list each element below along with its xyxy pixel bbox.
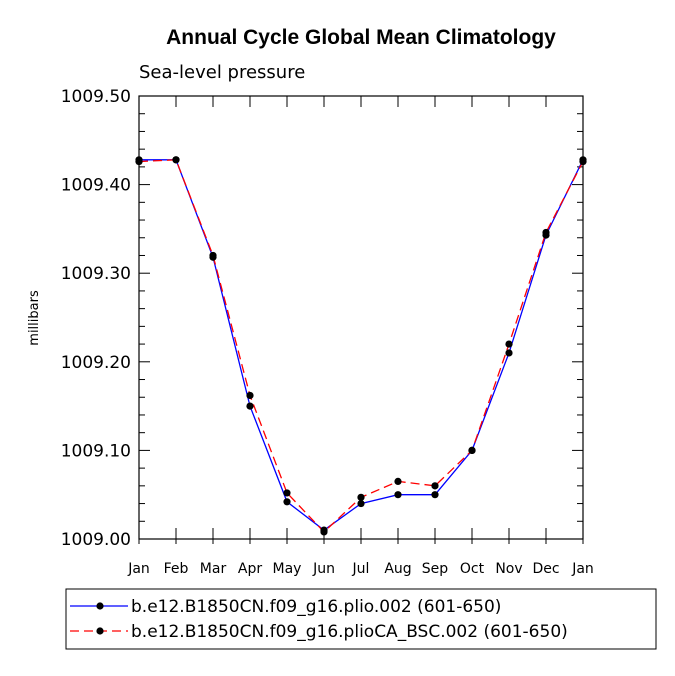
series-2-point bbox=[394, 477, 402, 486]
chart-subtitle: Sea-level pressure bbox=[139, 62, 305, 83]
legend: b.e12.B1850CN.f09_g16.plio.002 (601-650)… bbox=[65, 588, 657, 650]
legend-marker-1 bbox=[96, 602, 104, 610]
series-2-point bbox=[209, 251, 217, 260]
x-tick-label: Nov bbox=[495, 561, 522, 577]
x-tick-label: May bbox=[273, 561, 302, 577]
y-axis-label: millibars bbox=[27, 290, 42, 346]
x-tick-label: Jan bbox=[571, 561, 594, 577]
series-line-2 bbox=[138, 159, 584, 533]
series-1-point bbox=[283, 498, 291, 506]
x-tick-label: Feb bbox=[164, 561, 189, 577]
y-tick-label: 1009.50 bbox=[61, 87, 131, 107]
series-2-point bbox=[283, 489, 291, 497]
series-2-point bbox=[468, 446, 476, 454]
x-tick-labels: Jan Feb Mar Apr May Jun Jul Aug Sep Oct Nov Dec Jan bbox=[127, 561, 594, 577]
y-tick-labels: 1009.00 1009.10 1009.20 1009.30 1009.40 1009.… bbox=[61, 87, 131, 550]
series-2-point bbox=[246, 391, 254, 400]
series-2-point bbox=[357, 493, 365, 501]
series-2-point bbox=[320, 528, 328, 536]
x-tick-label: Jul bbox=[352, 561, 370, 577]
series-1-point bbox=[357, 499, 365, 508]
legend-label-2: b.e12.B1850CN.f09_g16.plioCA_BSC.002 (60… bbox=[131, 622, 568, 642]
chart-title: Annual Cycle Global Mean Climatology bbox=[166, 26, 556, 49]
y-tick-label: 1009.00 bbox=[61, 530, 131, 550]
y-tick-label: 1009.40 bbox=[61, 176, 131, 196]
y-tick-label: 1009.20 bbox=[61, 353, 131, 373]
x-tick-label: Oct bbox=[460, 561, 485, 577]
axis-ticks bbox=[138, 95, 584, 544]
x-tick-label: Mar bbox=[200, 561, 227, 577]
y-tick-label: 1009.30 bbox=[61, 264, 131, 284]
legend-box bbox=[65, 588, 657, 650]
series-1-point bbox=[431, 491, 439, 499]
y-tick-label: 1009.10 bbox=[61, 441, 131, 461]
series-2-point bbox=[431, 482, 439, 490]
series-2-point bbox=[505, 340, 513, 348]
series-1-point bbox=[394, 491, 402, 499]
legend-label-1: b.e12.B1850CN.f09_g16.plio.002 (601-650) bbox=[131, 597, 501, 617]
series-1-point bbox=[246, 402, 254, 410]
x-tick-label: Apr bbox=[238, 561, 262, 577]
x-tick-label: Dec bbox=[532, 561, 559, 577]
series-2-point bbox=[542, 228, 550, 237]
series-2-point bbox=[172, 156, 180, 164]
x-tick-label: Jan bbox=[127, 561, 150, 577]
series-line-1 bbox=[139, 159, 584, 531]
series-1-point bbox=[505, 349, 513, 357]
x-tick-label: Aug bbox=[384, 561, 411, 577]
legend-marker-2 bbox=[96, 627, 104, 635]
x-tick-label: Sep bbox=[422, 561, 449, 577]
plot-frame bbox=[138, 95, 584, 540]
data-markers bbox=[135, 156, 587, 536]
series-lines bbox=[138, 159, 584, 533]
x-tick-label: Jun bbox=[312, 561, 335, 577]
